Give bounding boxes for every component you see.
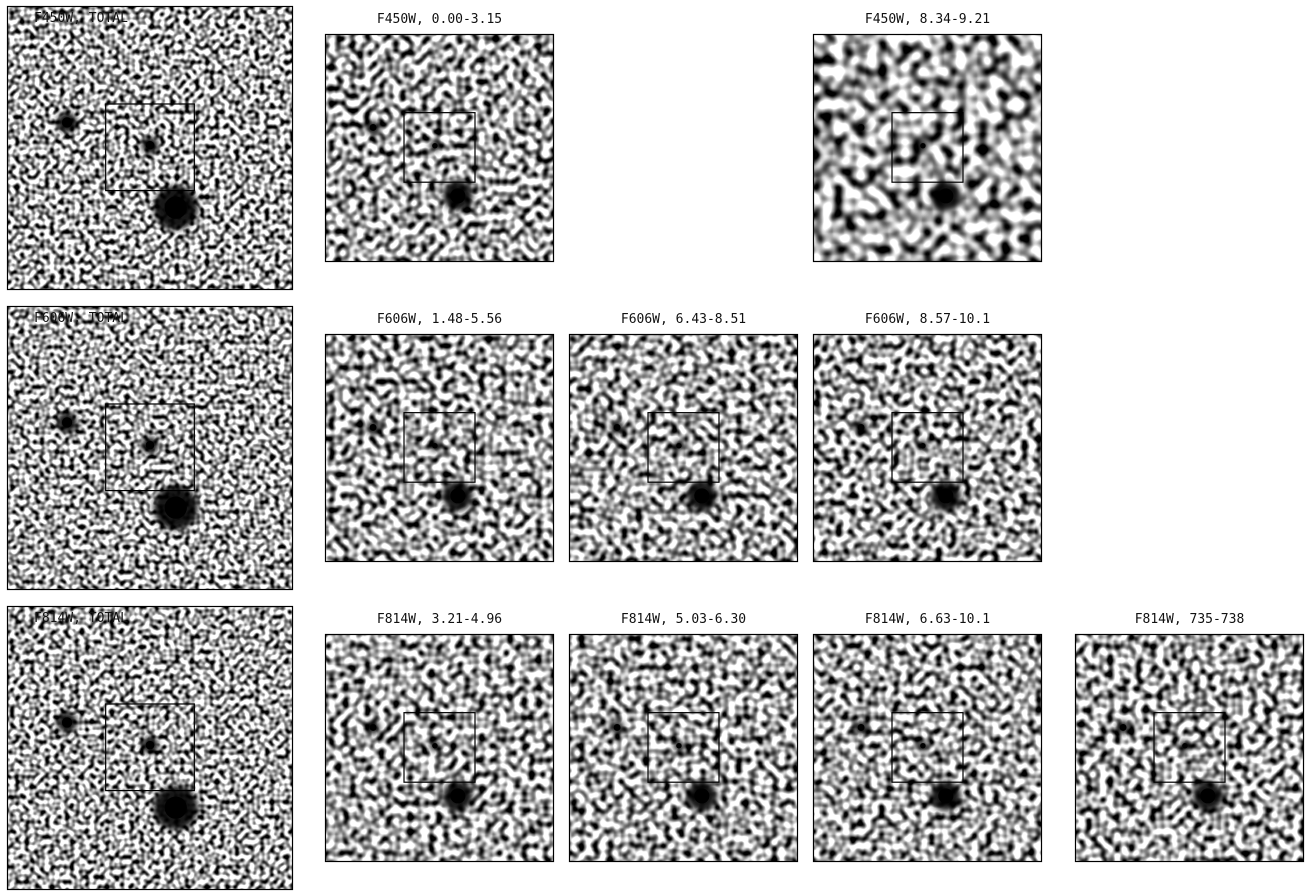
image-panel: [7, 306, 293, 590]
source-core: [614, 724, 621, 731]
source-core: [370, 124, 377, 131]
source-core: [450, 788, 465, 803]
source-core: [165, 196, 187, 218]
panel-label: F814W, 735-738: [1135, 612, 1245, 627]
source-core: [370, 424, 377, 431]
image-panel: [1075, 634, 1304, 862]
image-panel: [7, 606, 293, 890]
source-core: [450, 188, 465, 203]
panel-label: F814W, TOTAL: [34, 611, 128, 626]
image-panel: [813, 34, 1042, 262]
source-core: [614, 424, 621, 431]
source-core: [1200, 788, 1215, 803]
source-core: [858, 724, 865, 731]
figure: F450W, TOTAL F450W, 0.00-3.15 F450W, 8.34-…: [0, 0, 1305, 893]
source-core: [676, 743, 681, 748]
source-core: [146, 441, 155, 450]
source-core: [432, 143, 437, 148]
image-panel: [569, 334, 798, 562]
source-core: [1182, 743, 1187, 748]
source-core: [1120, 724, 1127, 731]
source-core: [938, 788, 953, 803]
panel-label: F450W, TOTAL: [34, 11, 128, 26]
source-core: [694, 488, 709, 503]
source-core: [432, 443, 437, 448]
source-core: [858, 424, 865, 431]
image-panel: [325, 34, 554, 262]
image-panel: [7, 6, 293, 290]
panel-label: F606W, 6.43-8.51: [621, 312, 746, 327]
source-core: [938, 488, 953, 503]
source-core: [62, 117, 72, 127]
panel-label: F450W, 8.34-9.21: [865, 12, 990, 27]
source-core: [370, 724, 377, 731]
source-core: [694, 788, 709, 803]
source-core: [165, 796, 187, 818]
panel-label: F606W, 8.57-10.1: [865, 312, 990, 327]
image-panel: [813, 334, 1042, 562]
source-core: [146, 741, 155, 750]
source-core: [62, 417, 72, 427]
panel-label: F814W, 5.03-6.30: [621, 612, 746, 627]
source-core: [920, 143, 925, 148]
image-panel: [325, 334, 554, 562]
source-core: [146, 141, 155, 150]
panel-label: F450W, 0.00-3.15: [377, 12, 502, 27]
source-core: [165, 496, 187, 518]
source-core: [432, 743, 437, 748]
source-core: [62, 717, 72, 727]
source-core: [450, 488, 465, 503]
source-core: [920, 443, 925, 448]
panel-label: F814W, 3.21-4.96: [377, 612, 502, 627]
panel-label: F606W, TOTAL: [34, 311, 128, 326]
panel-label: F606W, 1.48-5.56: [377, 312, 502, 327]
source-core: [920, 743, 925, 748]
source-core: [938, 188, 953, 203]
panel-label: F814W, 6.63-10.1: [865, 612, 990, 627]
source-core: [858, 124, 865, 131]
image-panel: [813, 634, 1042, 862]
image-panel: [325, 634, 554, 862]
source-core: [676, 443, 681, 448]
image-panel: [569, 634, 798, 862]
